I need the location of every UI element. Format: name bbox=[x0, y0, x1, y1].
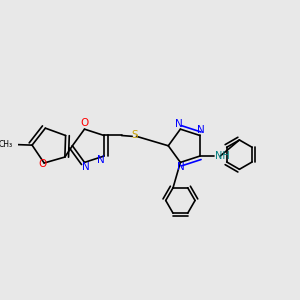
Text: NH: NH bbox=[215, 151, 230, 161]
Text: CH₃: CH₃ bbox=[0, 140, 12, 149]
Text: N: N bbox=[97, 155, 105, 165]
Text: N: N bbox=[82, 162, 90, 172]
Text: N: N bbox=[176, 162, 184, 172]
Text: O: O bbox=[80, 118, 88, 128]
Text: N: N bbox=[197, 125, 205, 135]
Text: S: S bbox=[131, 130, 138, 140]
Text: O: O bbox=[39, 159, 47, 170]
Text: N: N bbox=[175, 119, 183, 129]
